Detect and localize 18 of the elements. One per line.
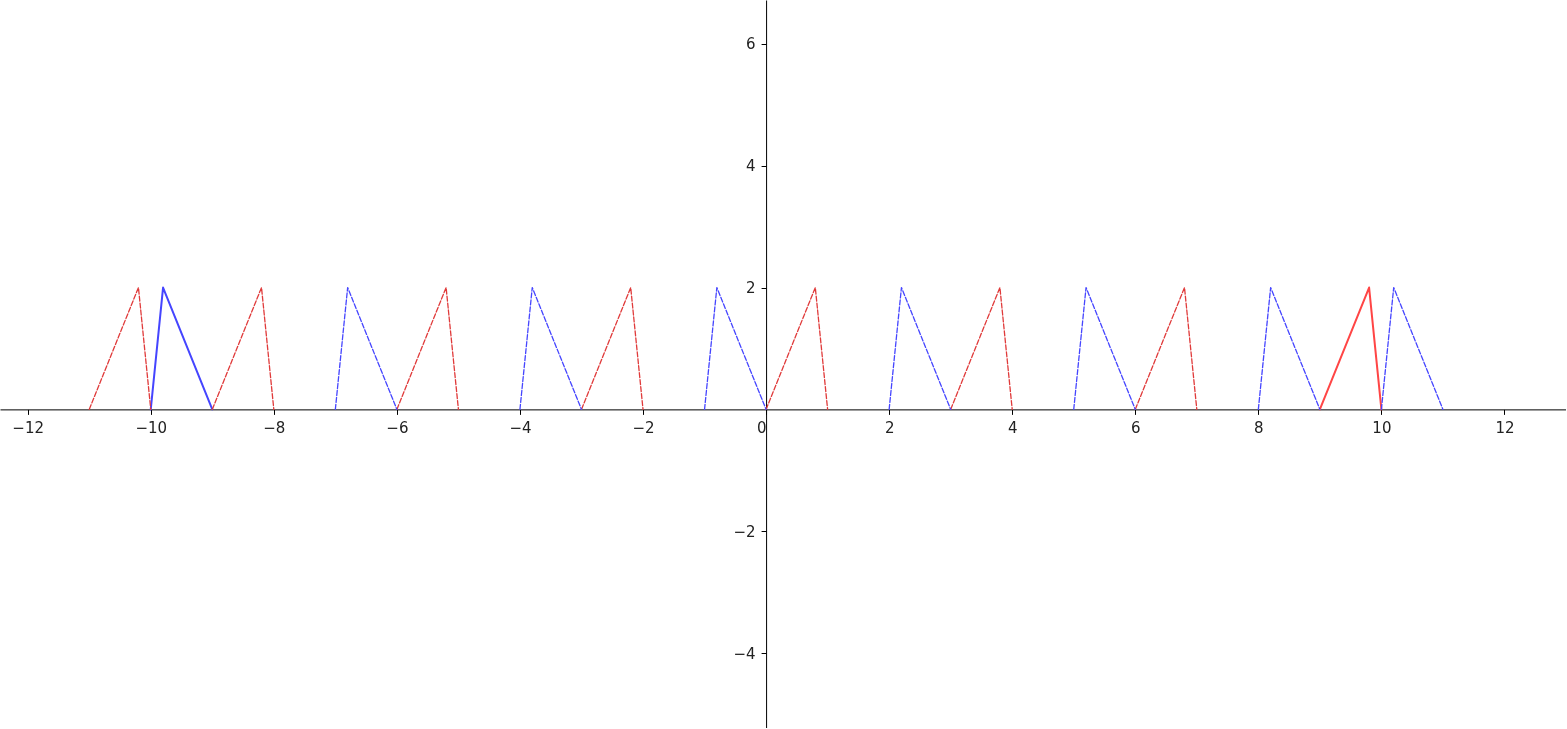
x-tick-label: −12 [12,418,45,437]
y-tick-label: −2 [733,522,756,541]
x-tick-label: −6 [386,418,409,437]
x-tick-label: −4 [509,418,532,437]
x-tick-label: 0 [757,418,767,437]
x-tick-label: 4 [1007,418,1018,437]
y-tick-label: −4 [733,644,756,663]
y-tick-label: 4 [746,157,756,176]
y-tick-label: 6 [746,35,756,54]
x-tick-label: 12 [1495,418,1515,437]
x-tick-label: −8 [263,418,286,437]
y-tick-label: 2 [746,279,756,298]
x-tick-label: −10 [135,418,168,437]
x-tick-label: −2 [632,418,655,437]
x-tick-label: 10 [1372,418,1392,437]
x-tick-label: 6 [1131,418,1141,437]
x-tick-label: 2 [884,418,895,437]
x-tick-label: 8 [1254,418,1264,437]
